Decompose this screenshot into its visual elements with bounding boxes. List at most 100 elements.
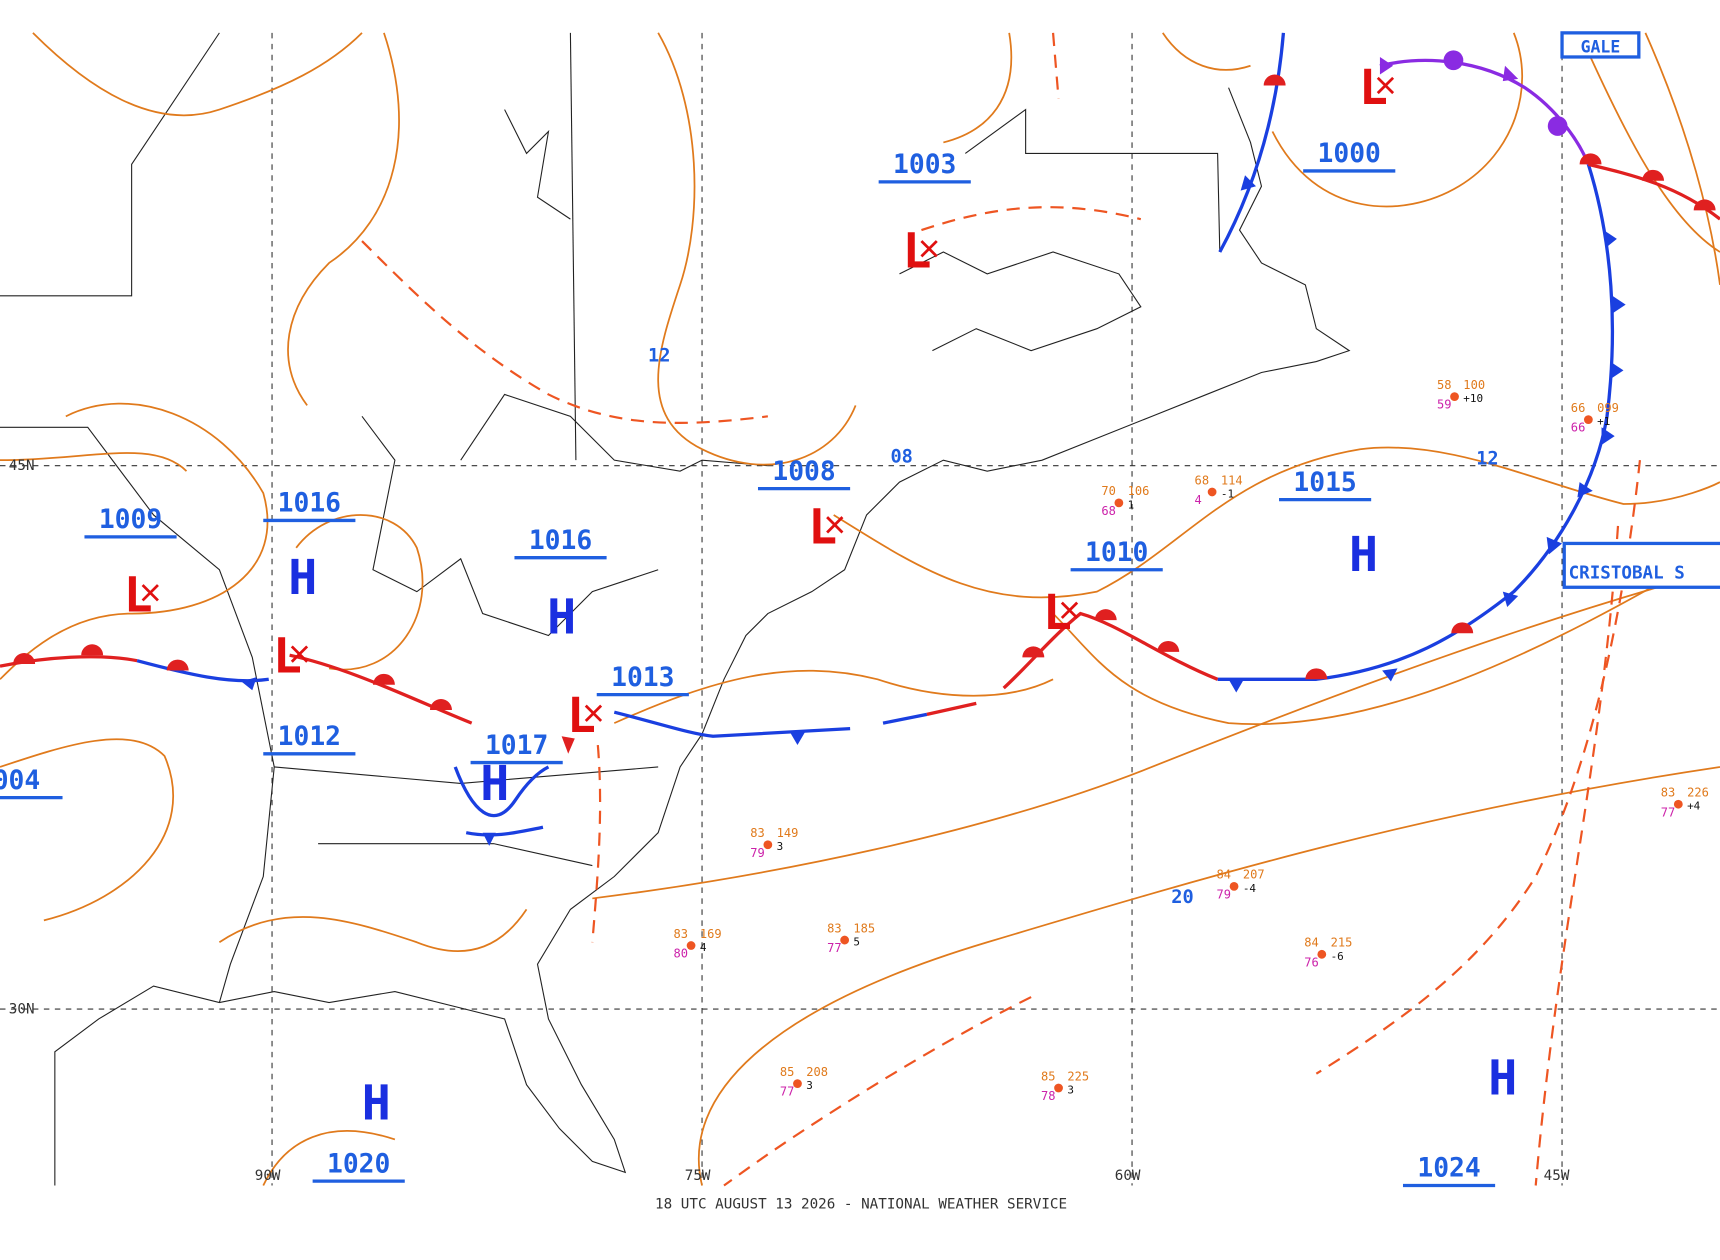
warm-front-symbol <box>1022 646 1045 658</box>
cold-front-symbol <box>1577 482 1593 498</box>
station-pressure: 225 <box>1067 1069 1089 1083</box>
station-dewpoint: 79 <box>750 846 765 860</box>
station-dewpoint: 80 <box>674 947 689 961</box>
station-temp: 83 <box>750 826 765 840</box>
station-pressure: 185 <box>853 921 875 935</box>
station-circle <box>1317 949 1327 959</box>
station-circle <box>1207 487 1217 497</box>
station-tendency: +10 <box>1463 392 1483 405</box>
station-dewpoint: 76 <box>1304 955 1319 969</box>
isobar-label: 08 <box>890 446 912 467</box>
cold-front <box>1217 163 1615 681</box>
warm-front-symbol <box>1579 153 1602 165</box>
station-tendency: 3 <box>806 1079 813 1092</box>
lat-label: 45N <box>9 458 35 474</box>
station-pressure: 226 <box>1687 786 1709 800</box>
box-label: CRISTOBAL S <box>1569 564 1685 584</box>
cold-front-symbol <box>1502 591 1519 607</box>
stationary-front <box>882 712 928 725</box>
cold-front-symbol <box>1382 668 1398 682</box>
occluded-front <box>1379 58 1590 165</box>
station-circle <box>1673 799 1683 809</box>
station-dewpoint: 4 <box>1195 493 1202 507</box>
box-label: GALE <box>1581 38 1621 57</box>
station-pressure: 169 <box>700 927 722 941</box>
pressure-label: 004 <box>0 766 40 796</box>
storm-box <box>1562 541 1720 589</box>
pressure-label: 1003 <box>893 150 956 180</box>
pressure-label: 1010 <box>1085 538 1148 568</box>
warm-front-symbol <box>166 659 189 671</box>
station-tendency: 3 <box>1067 1083 1074 1096</box>
occluded-symbol <box>1547 116 1568 136</box>
warm-front-symbol <box>372 673 395 685</box>
warm-front-symbol <box>1094 609 1117 621</box>
troughs <box>361 32 1642 1187</box>
stationary-front <box>613 710 851 738</box>
station-dewpoint: 66 <box>1571 421 1586 435</box>
station-tendency: 4 <box>700 941 707 954</box>
cold-front-symbol <box>1610 361 1624 380</box>
station-tendency: +1 <box>1597 415 1610 428</box>
stationary-front <box>926 701 977 716</box>
station-dewpoint: 68 <box>1101 504 1116 518</box>
warm-front-symbol <box>81 644 104 656</box>
pressure-label: 1013 <box>611 663 674 693</box>
pressure-label: 1008 <box>772 457 835 487</box>
warm-front-symbol <box>1642 169 1665 181</box>
high-center: H <box>547 589 576 645</box>
station-temp: 68 <box>1195 473 1210 487</box>
station-temp: 70 <box>1101 484 1116 498</box>
station-circle <box>793 1079 802 1088</box>
warm-front-symbol <box>13 653 36 664</box>
station-circle <box>763 840 773 850</box>
cold-front-symbol <box>482 832 496 846</box>
stationary-front <box>136 659 269 683</box>
warm-front-symbol <box>1263 74 1286 86</box>
station-temp: 66 <box>1571 401 1586 415</box>
high-center: H <box>1349 527 1378 583</box>
low-mark <box>1376 76 1395 95</box>
station-temp: 84 <box>1304 936 1319 950</box>
low-mark <box>584 704 603 722</box>
cold-front-symbol <box>1546 536 1563 555</box>
warm-front-symbol <box>1693 199 1716 211</box>
station-pressure: 106 <box>1128 484 1150 498</box>
station-circle <box>840 935 850 945</box>
pressure-label: 1020 <box>327 1149 390 1179</box>
pressure-label: 1012 <box>278 722 341 752</box>
station-dewpoint: 77 <box>827 941 842 955</box>
isobar-label: 12 <box>1476 449 1498 470</box>
pressure-label: 1015 <box>1293 468 1356 498</box>
cold-front-symbol <box>1601 427 1615 445</box>
high-center: H <box>480 756 509 812</box>
low-mark <box>826 516 844 534</box>
station-tendency: 3 <box>777 840 784 853</box>
occluded-symbol <box>1379 56 1394 75</box>
station-dewpoint: 77 <box>780 1085 795 1099</box>
cold-front <box>1218 32 1286 253</box>
footer: 18 UTC AUGUST 13 2026 - NATIONAL WEATHER… <box>655 1197 1067 1213</box>
cold-front-symbol <box>1603 230 1617 248</box>
pressure-label: 1016 <box>529 526 592 556</box>
station-temp: 83 <box>1661 786 1676 800</box>
cold-front <box>465 825 544 837</box>
station-tendency: 1 <box>1128 498 1135 511</box>
front-symbols <box>13 50 1716 846</box>
coastlines <box>0 32 1351 1186</box>
warm-front-symbol <box>1305 668 1328 680</box>
occluded-symbol <box>1443 50 1464 71</box>
gale-box <box>1560 31 1641 59</box>
warm-front <box>1002 611 1219 690</box>
cold-front-symbol <box>1228 679 1244 693</box>
station-tendency: -1 <box>1221 487 1234 500</box>
high-center: H <box>1488 1051 1517 1107</box>
warm-front-symbol <box>1451 622 1474 634</box>
station-dewpoint: 78 <box>1041 1089 1056 1103</box>
occluded-symbol <box>1502 65 1519 82</box>
station-circle <box>1450 392 1459 402</box>
lon-label: 75W <box>685 1168 711 1184</box>
station-circle <box>686 941 696 950</box>
